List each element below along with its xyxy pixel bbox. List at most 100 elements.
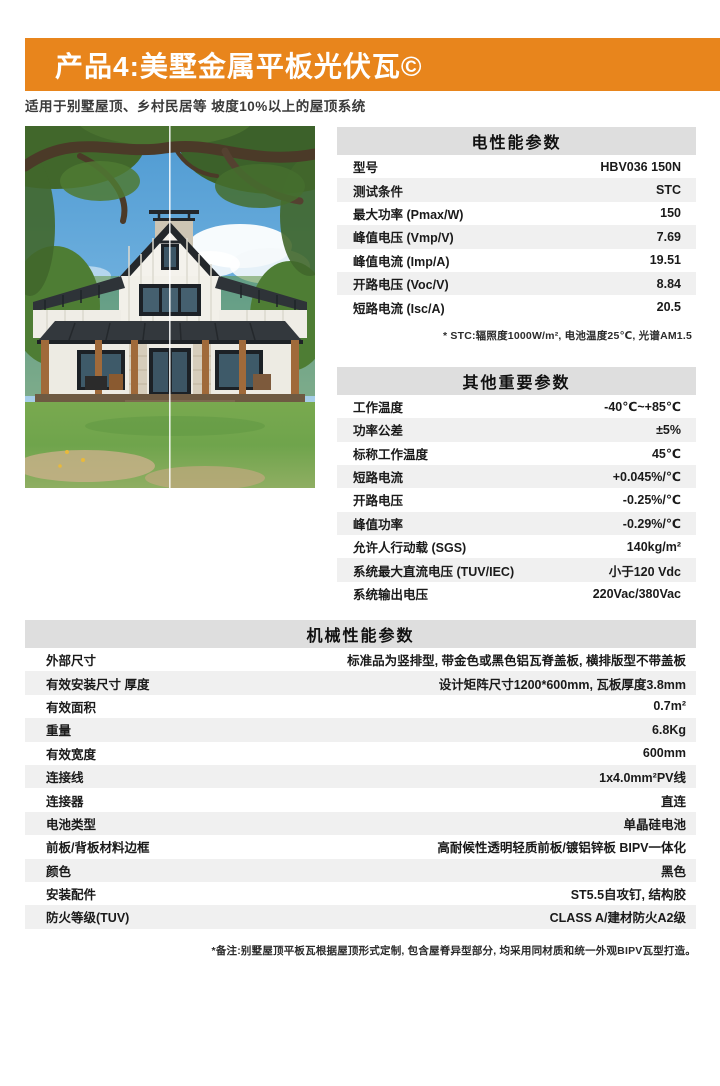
row-value: +0.045%/℃	[612, 470, 681, 485]
table-row: 峰值电流 (Imp/A) 19.51	[337, 249, 696, 272]
row-value: 0.7m²	[653, 699, 686, 714]
electrical-params-table: 电性能参数 型号 HBV036 150N 测试条件 STC 最大功率 (Pmax/W) 1…	[337, 127, 696, 343]
row-value: -0.25%/℃	[622, 493, 681, 508]
row-value: 600mm	[642, 746, 686, 761]
row-label: 连接器	[46, 794, 84, 809]
page-subtitle: 适用于别墅屋顶、乡村民居等 坡度10%以上的屋顶系统	[25, 99, 366, 114]
table-row: 安装配件 ST5.5自攻钉, 结构胶	[25, 882, 696, 905]
row-label: 有效面积	[46, 700, 97, 715]
table-row: 峰值功率 -0.29%/℃	[337, 511, 696, 536]
row-value: 黑色	[660, 864, 686, 879]
table-row: 开路电压 (Voc/V) 8.84	[337, 271, 696, 296]
table-row: 系统最大直流电压 (TUV/IEC) 小于120 Vdc	[337, 558, 696, 582]
photo-seam	[169, 126, 171, 488]
row-label: 型号	[353, 161, 379, 176]
table-row: 连接器 直连	[25, 788, 696, 811]
row-label: 开路电压 (Voc/V)	[353, 278, 449, 293]
row-label: 重量	[46, 724, 72, 739]
row-label: 最大功率 (Pmax/W)	[353, 207, 464, 222]
row-value: 单晶硅电池	[623, 817, 686, 832]
row-value: -0.29%/℃	[622, 516, 681, 531]
mechanical-params-table: 机械性能参数 外部尺寸 标准品为竖排型, 带金色或黑色铝瓦脊盖板, 横排版型不带盖…	[25, 620, 696, 958]
row-value: 1x4.0mm²PV线	[599, 771, 686, 786]
table-row: 短路电流 +0.045%/℃	[337, 464, 696, 489]
other-params-title: 其他重要参数	[337, 366, 696, 395]
table-row: 有效面积 0.7m²	[25, 695, 696, 718]
table-row: 标称工作温度 45℃	[337, 442, 696, 465]
table-row: 开路电压 -0.25%/℃	[337, 488, 696, 511]
page-title: 产品4:美墅金属平板光伏瓦©	[55, 50, 423, 82]
villa-photo	[25, 126, 315, 488]
row-label: 短路电流 (Isc/A)	[353, 301, 445, 316]
row-label: 系统最大直流电压 (TUV/IEC)	[353, 564, 515, 579]
row-value: 140kg/m²	[626, 539, 681, 554]
stc-footnote: * STC:辐照度1000W/m², 电池温度25℃, 光谱AM1.5	[442, 329, 692, 342]
row-label: 短路电流	[353, 471, 404, 486]
row-label: 标称工作温度	[353, 447, 429, 462]
row-label: 外部尺寸	[46, 654, 97, 669]
table-row: 外部尺寸 标准品为竖排型, 带金色或黑色铝瓦脊盖板, 横排版型不带盖板	[25, 648, 696, 671]
table-row: 颜色 黑色	[25, 858, 696, 882]
other-rows: 工作温度 -40℃~+85℃ 功率公差 ±5% 标称工作温度 45℃ 短路电流 +0.045%…	[337, 395, 696, 606]
table-row: 短路电流 (Isc/A) 20.5	[337, 295, 696, 318]
row-label: 有效宽度	[46, 747, 97, 762]
row-label: 安装配件	[46, 888, 97, 903]
row-label: 峰值功率	[353, 517, 404, 532]
table-row: 连接线 1x4.0mm²PV线	[25, 764, 696, 789]
photo-oak-branches	[25, 126, 315, 296]
row-label: 颜色	[46, 864, 72, 879]
row-value: 设计矩阵尺寸1200*600mm, 瓦板厚度3.8mm	[438, 677, 686, 692]
row-value: 直连	[660, 794, 686, 809]
mechanical-rows: 外部尺寸 标准品为竖排型, 带金色或黑色铝瓦脊盖板, 横排版型不带盖板 有效安装尺寸…	[25, 648, 696, 929]
table-row: 功率公差 ±5%	[337, 418, 696, 442]
table-row: 测试条件 STC	[337, 178, 696, 202]
table-row: 工作温度 -40℃~+85℃	[337, 395, 696, 418]
mechanical-footnote: *备注:别墅屋顶平板瓦根据屋顶形式定制, 包含屋脊异型部分, 均采用同材质和统一…	[211, 944, 696, 957]
row-value: ±5%	[656, 422, 681, 437]
electrical-rows: 型号 HBV036 150N 测试条件 STC 最大功率 (Pmax/W) 150 峰值电压…	[337, 155, 696, 319]
row-value: 高耐候性透明轻质前板/镀铝锌板 BIPV一体化	[437, 841, 686, 856]
other-params-table: 其他重要参数 工作温度 -40℃~+85℃ 功率公差 ±5% 标称工作温度 45℃ 短路电流…	[337, 366, 696, 606]
header-bar: 产品4:美墅金属平板光伏瓦©	[25, 38, 720, 91]
table-row: 系统输出电压 220Vac/380Vac	[337, 582, 696, 605]
row-value: 220Vac/380Vac	[592, 586, 681, 601]
row-value: 20.5	[656, 300, 681, 315]
mechanical-params-title: 机械性能参数	[25, 620, 696, 648]
row-label: 有效安装尺寸 厚度	[46, 677, 150, 692]
row-label: 测试条件	[353, 184, 404, 199]
row-value: HBV036 150N	[600, 159, 681, 174]
row-value: -40℃~+85℃	[604, 399, 681, 414]
row-label: 工作温度	[353, 400, 404, 415]
row-label: 峰值电流 (Imp/A)	[353, 254, 450, 269]
right-column: 电性能参数 型号 HBV036 150N 测试条件 STC 最大功率 (Pmax/W) 1…	[337, 127, 696, 605]
row-value: 7.69	[656, 229, 681, 244]
row-label: 前板/背板材料边框	[46, 841, 150, 856]
table-row: 型号 HBV036 150N	[337, 155, 696, 178]
row-label: 防火等级(TUV)	[46, 911, 130, 926]
row-label: 连接线	[46, 771, 84, 786]
row-label: 功率公差	[353, 424, 404, 439]
row-value: 45℃	[651, 446, 681, 461]
table-row: 重量 6.8Kg	[25, 718, 696, 742]
table-row: 最大功率 (Pmax/W) 150	[337, 202, 696, 225]
row-value: 小于120 Vdc	[608, 564, 681, 579]
table-row: 电池类型 单晶硅电池	[25, 811, 696, 836]
table-row: 允许人行动载 (SGS) 140kg/m²	[337, 535, 696, 558]
row-value: CLASS A/建材防火A2级	[549, 911, 686, 926]
row-value: 8.84	[656, 276, 681, 291]
row-label: 开路电压	[353, 494, 404, 509]
row-label: 电池类型	[46, 817, 97, 832]
row-value: ST5.5自攻钉, 结构胶	[570, 888, 686, 903]
row-value: 19.51	[649, 253, 681, 268]
electrical-params-title: 电性能参数	[337, 127, 696, 155]
table-row: 有效安装尺寸 厚度 设计矩阵尺寸1200*600mm, 瓦板厚度3.8mm	[25, 671, 696, 695]
row-label: 允许人行动载 (SGS)	[353, 541, 467, 556]
row-value: 150	[660, 206, 681, 221]
table-row: 有效宽度 600mm	[25, 742, 696, 765]
row-label: 系统输出电压	[353, 588, 429, 603]
row-label: 峰值电压 (Vmp/V)	[353, 231, 454, 246]
table-row: 防火等级(TUV) CLASS A/建材防火A2级	[25, 905, 696, 929]
row-value: 6.8Kg	[651, 722, 686, 737]
table-row: 前板/背板材料边框 高耐候性透明轻质前板/镀铝锌板 BIPV一体化	[25, 835, 696, 858]
